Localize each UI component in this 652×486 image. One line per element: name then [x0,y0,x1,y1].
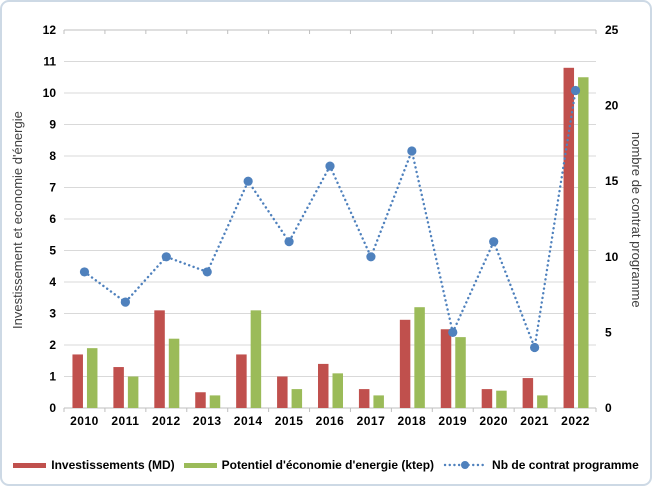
bar-potentiel [86,348,98,408]
legend-item-investissements: Investissements (MD) [13,458,175,472]
bar-investissements [72,354,83,408]
legend-swatch-potentiel [183,462,217,468]
line-marker [161,252,171,262]
legend-label-potentiel: Potentiel d'économie d'energie (ktep) [221,458,435,472]
y-axis-tick-label: 0 [49,401,56,415]
y2-axis-tick-label: 20 [605,99,619,113]
right-axis-title: nombre de contrat programme [629,132,644,308]
bar-potentiel [250,310,262,408]
bar-investissements [358,389,370,408]
bar-investissements [277,376,288,408]
bar-potentiel [168,338,180,408]
bar-investissements [440,329,452,408]
x-axis-tick-label: 2016 [316,414,345,428]
y-axis-tick-label: 3 [49,307,56,321]
bar-investissements [195,392,206,408]
bar-potentiel [496,390,507,408]
x-axis-tick-label: 2017 [357,414,386,428]
legend-label-contrats: Nb de contrat programme [492,458,639,472]
line-marker [202,267,212,277]
x-axis-tick-label: 2015 [275,414,304,428]
bar-potentiel [414,307,425,408]
y2-axis-tick-label: 25 [605,23,619,37]
bar-investissements [236,354,247,408]
line-marker [366,252,376,262]
line-marker [570,85,581,96]
bar-investissements [481,389,493,408]
y-axis-tick-label: 10 [43,86,57,100]
x-axis-tick-label: 2020 [479,414,508,428]
line-marker [120,297,130,307]
x-axis-tick-label: 2019 [438,414,467,428]
y-axis-tick-label: 8 [49,149,56,163]
y-axis-tick-label: 9 [49,118,56,132]
y-axis-tick-label: 6 [49,212,56,226]
y-axis-tick-label: 11 [43,55,56,69]
bar-potentiel [332,373,343,408]
bar-investissements [522,378,534,408]
legend-swatch-dotted-line-icon [443,461,487,469]
bar-potentiel [578,77,589,408]
x-axis-tick-label: 2013 [193,414,222,428]
line-marker [243,176,253,186]
bar-potentiel [455,337,466,408]
legend-label-investissements: Investissements (MD) [51,458,175,472]
chart-legend: Investissements (MD) Potentiel d'économi… [2,458,650,472]
bar-investissements [154,310,165,408]
y-axis-tick-label: 1 [49,370,56,384]
x-axis-tick-label: 2022 [561,414,590,428]
bar-potentiel [127,376,139,408]
legend-item-contrats: Nb de contrat programme [443,458,639,472]
bar-investissements [318,363,329,408]
bar-potentiel [537,395,548,408]
y2-axis-tick-label: 10 [605,250,619,264]
line-marker [79,267,90,277]
y2-axis-tick-label: 15 [605,174,619,188]
y-axis-tick-label: 4 [49,275,56,289]
bar-investissements [399,319,411,408]
bar-investissements [563,67,575,409]
y-axis-tick-label: 7 [49,181,56,195]
line-marker [530,342,540,353]
legend-item-potentiel: Potentiel d'économie d'energie (ktep) [183,458,435,472]
y2-axis-tick-label: 0 [605,401,612,415]
x-axis-tick-label: 2011 [111,414,139,428]
y-axis-tick-label: 2 [49,338,56,352]
line-marker [284,237,294,247]
line-marker [448,327,458,337]
x-axis-tick-label: 2010 [70,414,99,428]
bar-potentiel [291,389,303,408]
line-marker [325,161,335,171]
y2-axis-tick-label: 5 [605,325,612,339]
left-axis-title: Investissement et economie d'énergie [10,111,25,329]
legend-dotted-line [461,461,470,469]
bar-potentiel [373,395,384,408]
line-marker [489,237,499,247]
line-marker [407,146,417,156]
legend-swatch-investissements [13,462,47,468]
x-axis-tick-label: 2014 [234,414,263,428]
bar-potentiel [209,395,221,408]
x-axis-tick-label: 2012 [152,414,181,428]
y-axis-tick-label: 5 [49,244,56,258]
bar-investissements [113,367,124,408]
y-axis-tick-label: 12 [43,23,57,37]
x-axis-tick-label: 2018 [397,414,426,428]
x-axis-tick-label: 2021 [520,414,549,428]
